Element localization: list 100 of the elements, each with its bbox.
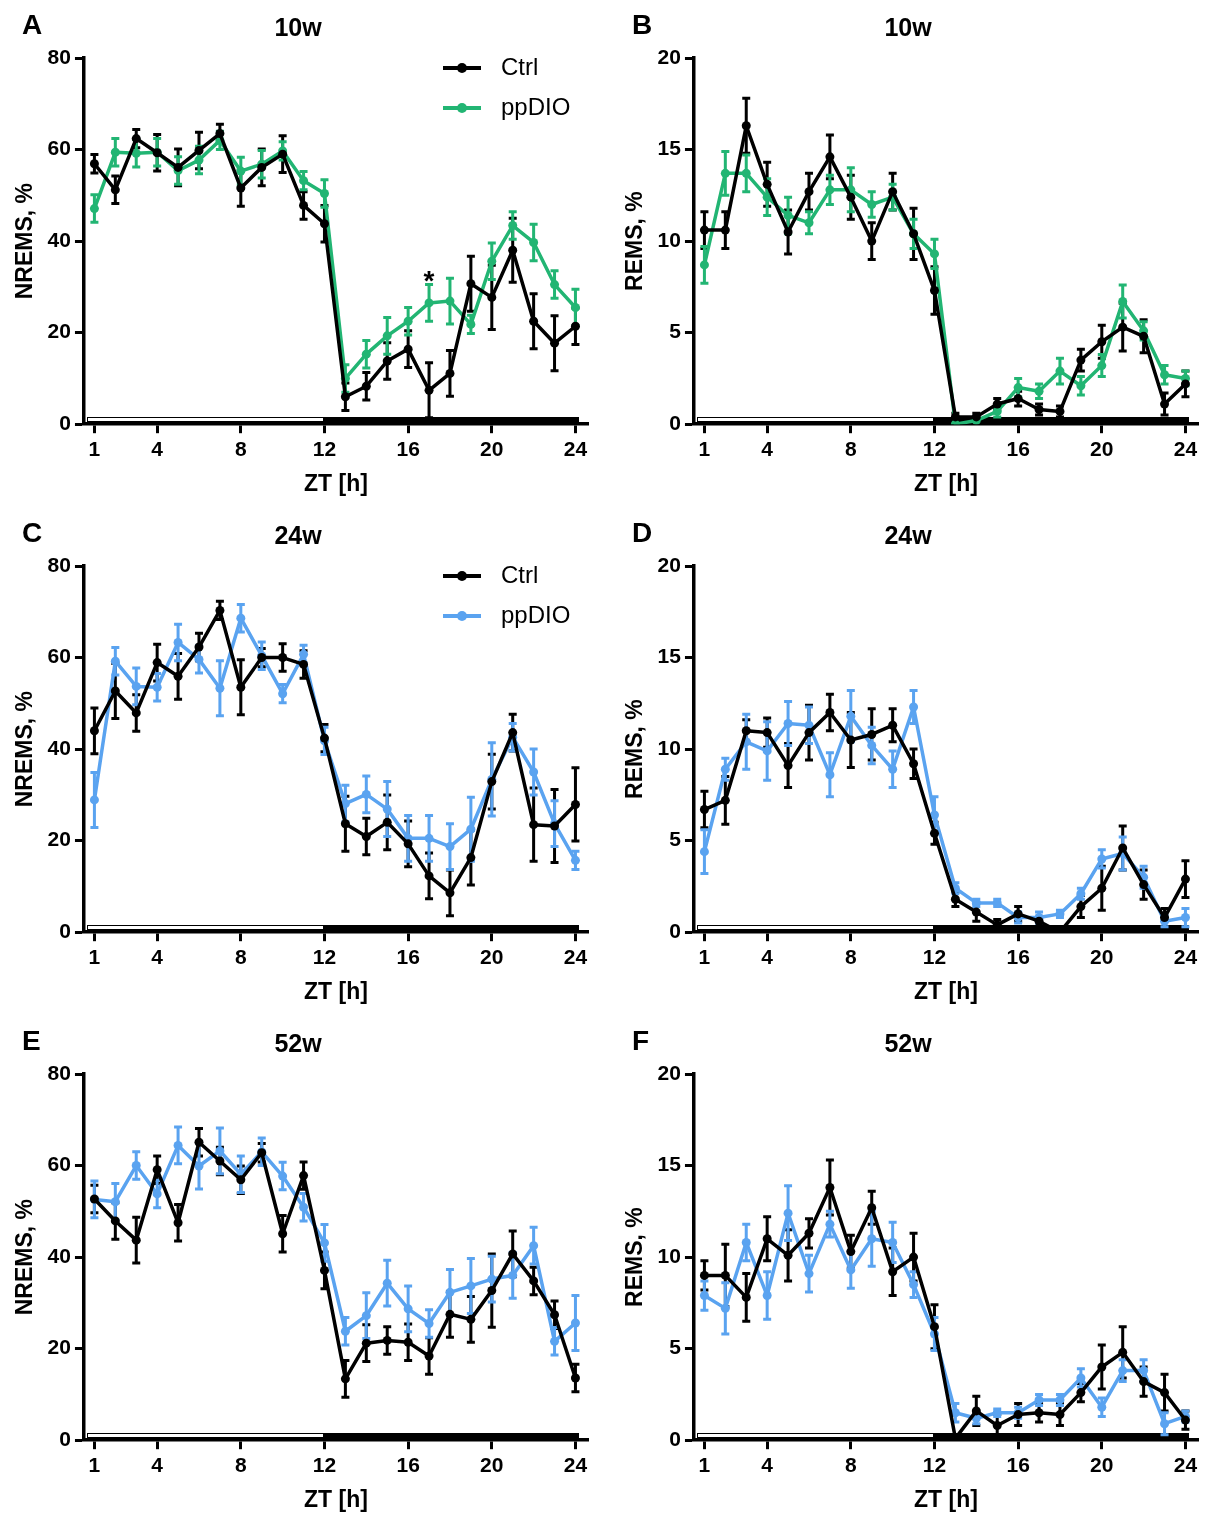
y-tick-label: 20 xyxy=(47,1335,71,1359)
y-tick-label: 0 xyxy=(669,411,681,434)
x-tick-label: 1 xyxy=(698,436,711,460)
x-tick-label: 12 xyxy=(922,944,947,968)
x-axis-title: ZT [h] xyxy=(304,977,368,1004)
x-tick-label: 8 xyxy=(844,944,857,968)
chart-title: 24w xyxy=(884,520,933,549)
x-tick-label: 12 xyxy=(312,436,337,460)
x-axis-title: ZT [h] xyxy=(304,469,368,496)
y-tick-label: 80 xyxy=(47,44,71,68)
y-tick-label: 0 xyxy=(59,411,71,434)
x-tick-label: 24 xyxy=(563,436,588,460)
x-tick-label: 20 xyxy=(1090,944,1114,968)
x-tick-label: 12 xyxy=(312,944,337,968)
x-tick-label: 20 xyxy=(480,1452,504,1476)
y-axis-title: NREMS, % xyxy=(11,182,38,300)
x-tick-label: 4 xyxy=(761,944,774,968)
legend-label: ppDIO xyxy=(501,92,571,120)
text: A xyxy=(22,8,43,40)
y-tick-label: 20 xyxy=(47,827,71,851)
text: E xyxy=(22,1024,41,1056)
x-tick-label: 24 xyxy=(1173,436,1198,460)
x-tick-label: 8 xyxy=(844,436,857,460)
x-axis-title: ZT [h] xyxy=(914,1485,978,1512)
chart-title: 10w xyxy=(884,12,933,41)
annotation: * xyxy=(423,265,435,297)
x-tick-label: 16 xyxy=(1006,436,1030,460)
y-tick-label: 0 xyxy=(669,919,681,942)
y-tick-label: 5 xyxy=(669,827,682,851)
y-tick-label: 20 xyxy=(657,552,681,576)
y-tick-label: 15 xyxy=(657,644,682,668)
y-axis-title: REMS, % xyxy=(621,699,648,799)
y-tick-label: 40 xyxy=(47,1243,71,1267)
text: C xyxy=(22,516,43,548)
text: F xyxy=(632,1024,650,1056)
x-tick-label: 12 xyxy=(922,436,947,460)
y-tick-label: 15 xyxy=(657,1152,682,1176)
y-tick-label: 5 xyxy=(669,1335,682,1359)
x-tick-label: 16 xyxy=(396,436,420,460)
x-tick-label: 4 xyxy=(761,1452,774,1476)
x-tick-label: 24 xyxy=(1173,944,1198,968)
x-tick-label: 12 xyxy=(312,1452,337,1476)
x-tick-label: 1 xyxy=(698,1452,711,1476)
y-tick-label: 0 xyxy=(59,1427,71,1450)
x-tick-label: 16 xyxy=(1006,1452,1030,1476)
x-tick-label: 8 xyxy=(234,944,247,968)
x-tick-label: 8 xyxy=(234,436,247,460)
x-tick-label: 20 xyxy=(1090,1452,1114,1476)
x-tick-label: 20 xyxy=(1090,436,1114,460)
y-tick-label: 40 xyxy=(47,735,71,759)
y-tick-label: 5 xyxy=(669,319,682,343)
x-axis-title: ZT [h] xyxy=(914,469,978,496)
y-tick-label: 10 xyxy=(657,1243,681,1267)
x-tick-label: 4 xyxy=(151,1452,164,1476)
y-tick-label: 0 xyxy=(669,1427,681,1450)
y-tick-label: 60 xyxy=(47,1152,71,1176)
legend-label: Ctrl xyxy=(501,52,539,80)
x-tick-label: 1 xyxy=(698,944,711,968)
y-tick-label: 10 xyxy=(657,227,681,251)
y-axis-title: NREMS, % xyxy=(11,1198,38,1316)
x-tick-label: 16 xyxy=(396,944,420,968)
chart-title: 52w xyxy=(884,1028,933,1057)
chart-title: 24w xyxy=(274,520,323,549)
x-tick-label: 1 xyxy=(88,1452,101,1476)
y-tick-label: 20 xyxy=(47,319,71,343)
x-tick-label: 24 xyxy=(563,1452,588,1476)
y-tick-label: 80 xyxy=(47,1060,71,1084)
y-tick-label: 60 xyxy=(47,644,71,668)
x-tick-label: 8 xyxy=(234,1452,247,1476)
y-axis-title: NREMS, % xyxy=(11,690,38,808)
text: B xyxy=(632,8,653,40)
y-axis-title: REMS, % xyxy=(621,191,648,291)
text: D xyxy=(632,516,653,548)
x-tick-label: 16 xyxy=(396,1452,420,1476)
y-tick-label: 80 xyxy=(47,552,71,576)
legend-label: ppDIO xyxy=(501,600,571,628)
x-tick-label: 8 xyxy=(844,1452,857,1476)
y-tick-label: 15 xyxy=(657,136,682,160)
x-tick-label: 20 xyxy=(480,436,504,460)
x-axis-title: ZT [h] xyxy=(914,977,978,1004)
x-tick-label: 24 xyxy=(563,944,588,968)
x-tick-label: 24 xyxy=(1173,1452,1198,1476)
y-axis-title: REMS, % xyxy=(621,1207,648,1307)
x-tick-label: 1 xyxy=(88,436,101,460)
x-tick-label: 20 xyxy=(480,944,504,968)
x-tick-label: 12 xyxy=(922,1452,947,1476)
legend-label: Ctrl xyxy=(501,560,539,588)
y-tick-label: 20 xyxy=(657,44,681,68)
x-tick-label: 16 xyxy=(1006,944,1030,968)
x-tick-label: 1 xyxy=(88,944,101,968)
y-tick-label: 40 xyxy=(47,227,71,251)
y-tick-label: 20 xyxy=(657,1060,681,1084)
y-tick-label: 10 xyxy=(657,735,681,759)
chart-title: 10w xyxy=(274,12,323,41)
y-tick-label: 60 xyxy=(47,136,71,160)
x-tick-label: 4 xyxy=(151,436,164,460)
x-axis-title: ZT [h] xyxy=(304,1485,368,1512)
y-tick-label: 0 xyxy=(59,919,71,942)
chart-title: 52w xyxy=(274,1028,323,1057)
x-tick-label: 4 xyxy=(151,944,164,968)
